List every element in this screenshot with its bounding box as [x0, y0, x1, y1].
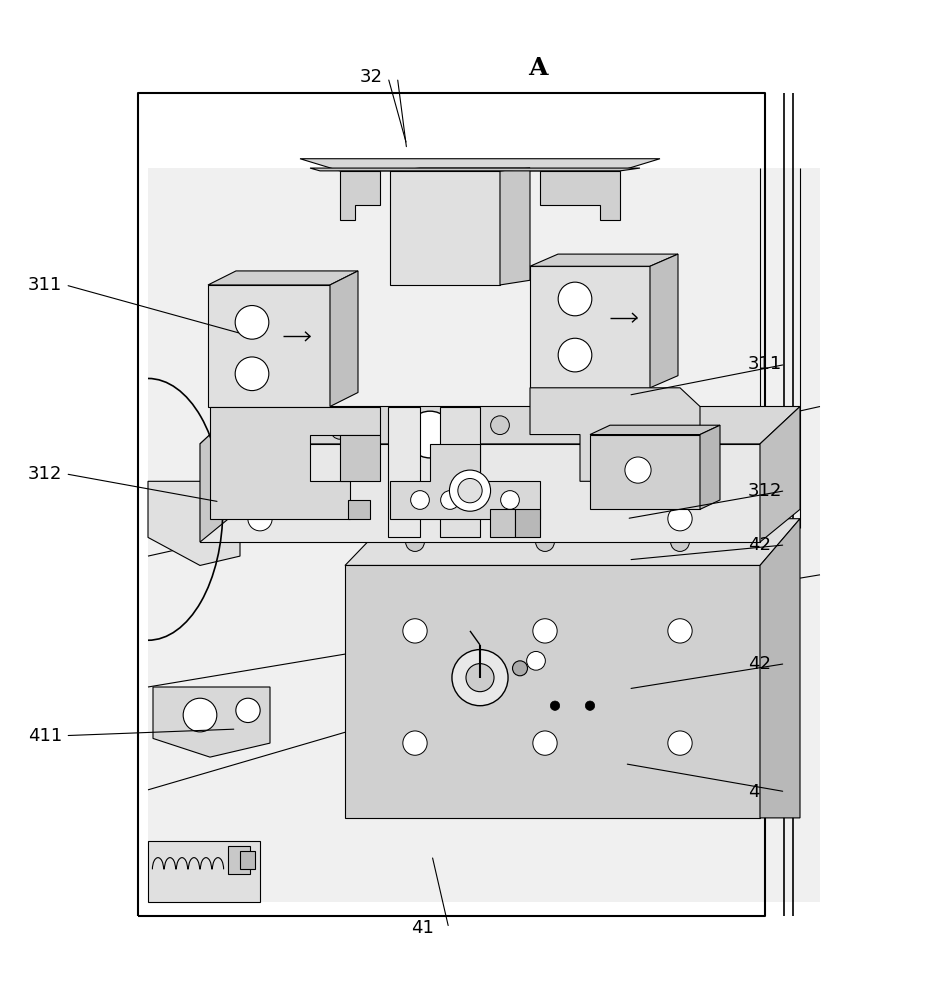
Polygon shape [530, 388, 700, 481]
Circle shape [533, 619, 557, 643]
Circle shape [668, 619, 692, 643]
Polygon shape [210, 406, 380, 519]
Circle shape [526, 651, 545, 670]
Circle shape [558, 282, 592, 316]
Circle shape [585, 701, 595, 710]
Circle shape [248, 464, 272, 489]
Polygon shape [200, 406, 800, 444]
Circle shape [403, 619, 427, 643]
Polygon shape [148, 481, 240, 565]
Circle shape [670, 533, 689, 551]
Circle shape [500, 491, 519, 509]
Polygon shape [345, 519, 800, 565]
Text: 411: 411 [28, 727, 63, 745]
Polygon shape [240, 851, 255, 869]
Polygon shape [348, 500, 370, 519]
Circle shape [668, 464, 692, 489]
Circle shape [450, 470, 491, 511]
Polygon shape [208, 285, 330, 406]
Circle shape [512, 661, 527, 676]
Circle shape [533, 731, 557, 755]
Text: 311: 311 [28, 276, 63, 294]
Polygon shape [148, 841, 260, 902]
Text: 4: 4 [748, 783, 759, 801]
Circle shape [406, 533, 424, 551]
Polygon shape [530, 266, 650, 388]
Polygon shape [340, 435, 380, 481]
Circle shape [248, 507, 272, 531]
Polygon shape [390, 444, 540, 519]
Circle shape [625, 457, 651, 483]
Polygon shape [760, 406, 800, 542]
Polygon shape [440, 406, 480, 537]
Polygon shape [330, 271, 358, 406]
Polygon shape [390, 171, 500, 285]
Polygon shape [340, 171, 380, 220]
Polygon shape [153, 687, 270, 757]
Circle shape [236, 698, 260, 723]
Circle shape [236, 357, 269, 391]
Polygon shape [590, 425, 720, 435]
Text: 312: 312 [28, 465, 63, 483]
Polygon shape [500, 168, 530, 285]
Circle shape [670, 519, 689, 537]
Polygon shape [490, 509, 515, 537]
Polygon shape [650, 254, 678, 388]
Circle shape [640, 411, 659, 430]
Circle shape [668, 731, 692, 755]
Polygon shape [700, 425, 720, 509]
Polygon shape [760, 519, 800, 818]
Circle shape [403, 731, 427, 755]
Polygon shape [300, 159, 660, 171]
Polygon shape [208, 271, 358, 285]
Text: 312: 312 [748, 482, 783, 500]
Circle shape [452, 650, 508, 706]
Circle shape [458, 478, 482, 503]
Circle shape [551, 701, 560, 710]
Polygon shape [390, 168, 530, 171]
Text: 42: 42 [748, 655, 771, 673]
Polygon shape [530, 254, 678, 266]
Text: 41: 41 [411, 919, 434, 937]
Circle shape [407, 411, 453, 458]
Text: 32: 32 [360, 68, 383, 86]
Text: 42: 42 [748, 536, 771, 554]
Circle shape [331, 421, 350, 439]
Circle shape [440, 491, 459, 509]
Circle shape [410, 491, 429, 509]
Polygon shape [200, 406, 240, 542]
Polygon shape [310, 168, 640, 171]
Circle shape [668, 507, 692, 531]
Circle shape [558, 338, 592, 372]
Polygon shape [228, 846, 250, 874]
Polygon shape [540, 171, 620, 220]
Polygon shape [590, 435, 700, 509]
Polygon shape [148, 168, 820, 902]
Polygon shape [345, 565, 760, 818]
Polygon shape [200, 444, 760, 542]
Circle shape [466, 664, 494, 692]
Polygon shape [515, 509, 540, 537]
Circle shape [536, 533, 554, 551]
Circle shape [236, 306, 269, 339]
Polygon shape [388, 406, 420, 537]
Text: A: A [528, 56, 547, 80]
Circle shape [183, 698, 217, 732]
Text: 311: 311 [748, 355, 783, 373]
Circle shape [491, 416, 510, 435]
